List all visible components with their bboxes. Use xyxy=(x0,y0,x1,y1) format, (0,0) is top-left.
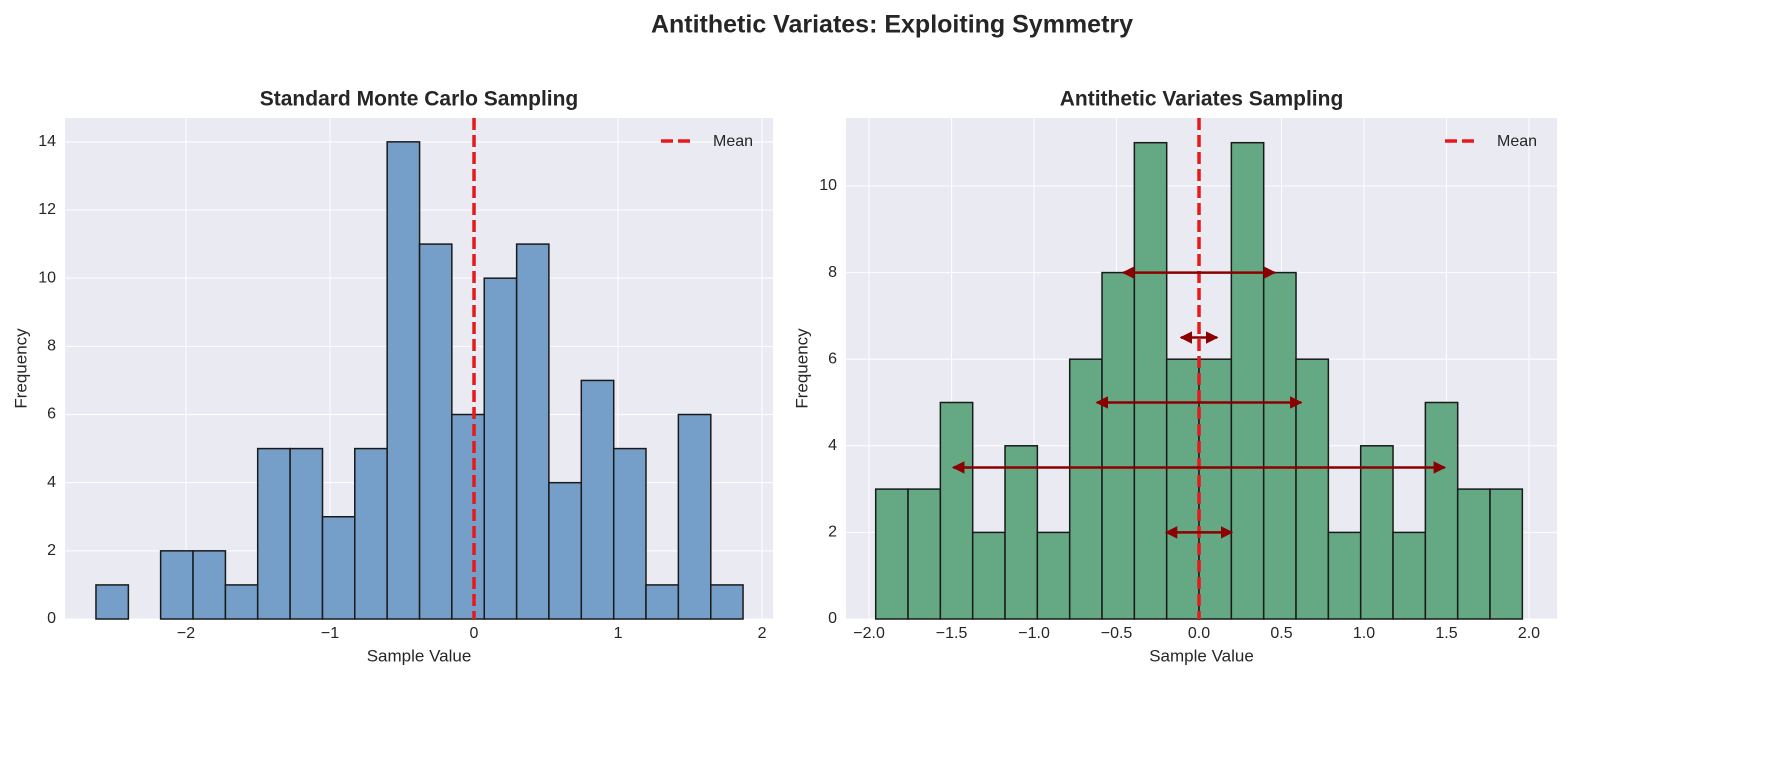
x-tick-label: −0.5 xyxy=(1101,625,1133,642)
x-tick-label: 2.0 xyxy=(1518,625,1540,642)
y-tick-label: 0 xyxy=(47,610,56,627)
histogram-bar xyxy=(971,531,1006,620)
x-tick-label: 1.5 xyxy=(1435,625,1457,642)
histogram-bar xyxy=(1036,531,1071,620)
histogram-bar xyxy=(1068,358,1103,620)
histogram-bar xyxy=(1198,358,1233,620)
y-tick-label: 12 xyxy=(38,201,56,218)
histogram-bar xyxy=(1133,141,1168,620)
y-axis-label: Frequency xyxy=(11,328,30,409)
histogram-bar xyxy=(95,584,130,620)
x-axis-label: Sample Value xyxy=(1149,646,1254,665)
histogram-bar xyxy=(1489,488,1524,620)
legend-label: Mean xyxy=(1497,133,1537,150)
histogram-bar xyxy=(1392,531,1427,620)
histogram-bar xyxy=(1295,358,1330,620)
histogram-bar xyxy=(159,550,194,620)
x-tick-label: 0.5 xyxy=(1270,625,1292,642)
histogram-bar xyxy=(1230,141,1265,620)
histogram-bar xyxy=(1456,488,1491,620)
histogram-bar xyxy=(874,488,909,620)
y-tick-label: 14 xyxy=(38,133,56,150)
x-tick-label: 1 xyxy=(614,625,623,642)
histogram-bar xyxy=(580,379,615,620)
y-tick-label: 8 xyxy=(47,338,56,355)
x-tick-label: −1.5 xyxy=(936,625,968,642)
y-axis-label: Frequency xyxy=(792,328,811,409)
y-tick-label: 6 xyxy=(47,406,56,423)
histogram-bar xyxy=(354,447,388,620)
x-tick-label: 2 xyxy=(758,625,767,642)
y-tick-label: 10 xyxy=(819,177,837,194)
histogram-bar xyxy=(1424,401,1459,620)
histogram-bar xyxy=(645,584,680,620)
histogram-bar xyxy=(1262,271,1297,620)
legend-label: Mean xyxy=(713,133,753,150)
histogram-bar xyxy=(612,447,647,620)
y-tick-label: 8 xyxy=(828,264,837,281)
x-tick-label: −2.0 xyxy=(853,625,885,642)
histogram-bar xyxy=(677,413,712,620)
histogram-bar xyxy=(1101,271,1136,620)
histogram-bar xyxy=(224,584,259,620)
histogram-bar xyxy=(483,277,518,620)
histogram-bar xyxy=(418,243,453,620)
histogram-bar xyxy=(451,413,485,620)
histogram-bar xyxy=(1165,358,1200,620)
y-tick-label: 4 xyxy=(828,437,837,454)
y-tick-label: 2 xyxy=(47,542,56,559)
histogram-bar xyxy=(710,584,744,620)
y-tick-label: 0 xyxy=(828,610,837,627)
x-tick-label: −1.0 xyxy=(1018,625,1050,642)
histogram-bar xyxy=(256,447,291,620)
histogram-bar xyxy=(939,401,974,620)
y-tick-label: 10 xyxy=(38,269,56,286)
chart-title: Standard Monte Carlo Sampling xyxy=(260,88,579,111)
figure-title: Antithetic Variates: Exploiting Symmetry xyxy=(651,11,1133,39)
histogram-bar xyxy=(515,243,550,620)
chart-title: Antithetic Variates Sampling xyxy=(1060,88,1344,111)
histogram-bar xyxy=(386,141,421,620)
x-tick-label: 1.0 xyxy=(1353,625,1375,642)
x-tick-label: −2 xyxy=(177,625,195,642)
x-tick-label: 0 xyxy=(470,625,479,642)
histogram-bar xyxy=(907,488,942,620)
y-tick-label: 2 xyxy=(828,524,837,541)
histogram-bar xyxy=(1004,445,1039,620)
histogram-bar xyxy=(1327,531,1362,620)
y-tick-label: 6 xyxy=(828,350,837,367)
histogram-bar xyxy=(192,550,227,620)
x-tick-label: 0.0 xyxy=(1188,625,1210,642)
histogram-bar xyxy=(321,516,356,620)
histogram-bar xyxy=(548,481,583,620)
x-axis-label: Sample Value xyxy=(367,646,472,665)
histogram-bar xyxy=(289,447,324,620)
y-tick-label: 4 xyxy=(47,474,56,491)
x-tick-label: −1 xyxy=(321,625,339,642)
histogram-bar xyxy=(1359,445,1394,620)
